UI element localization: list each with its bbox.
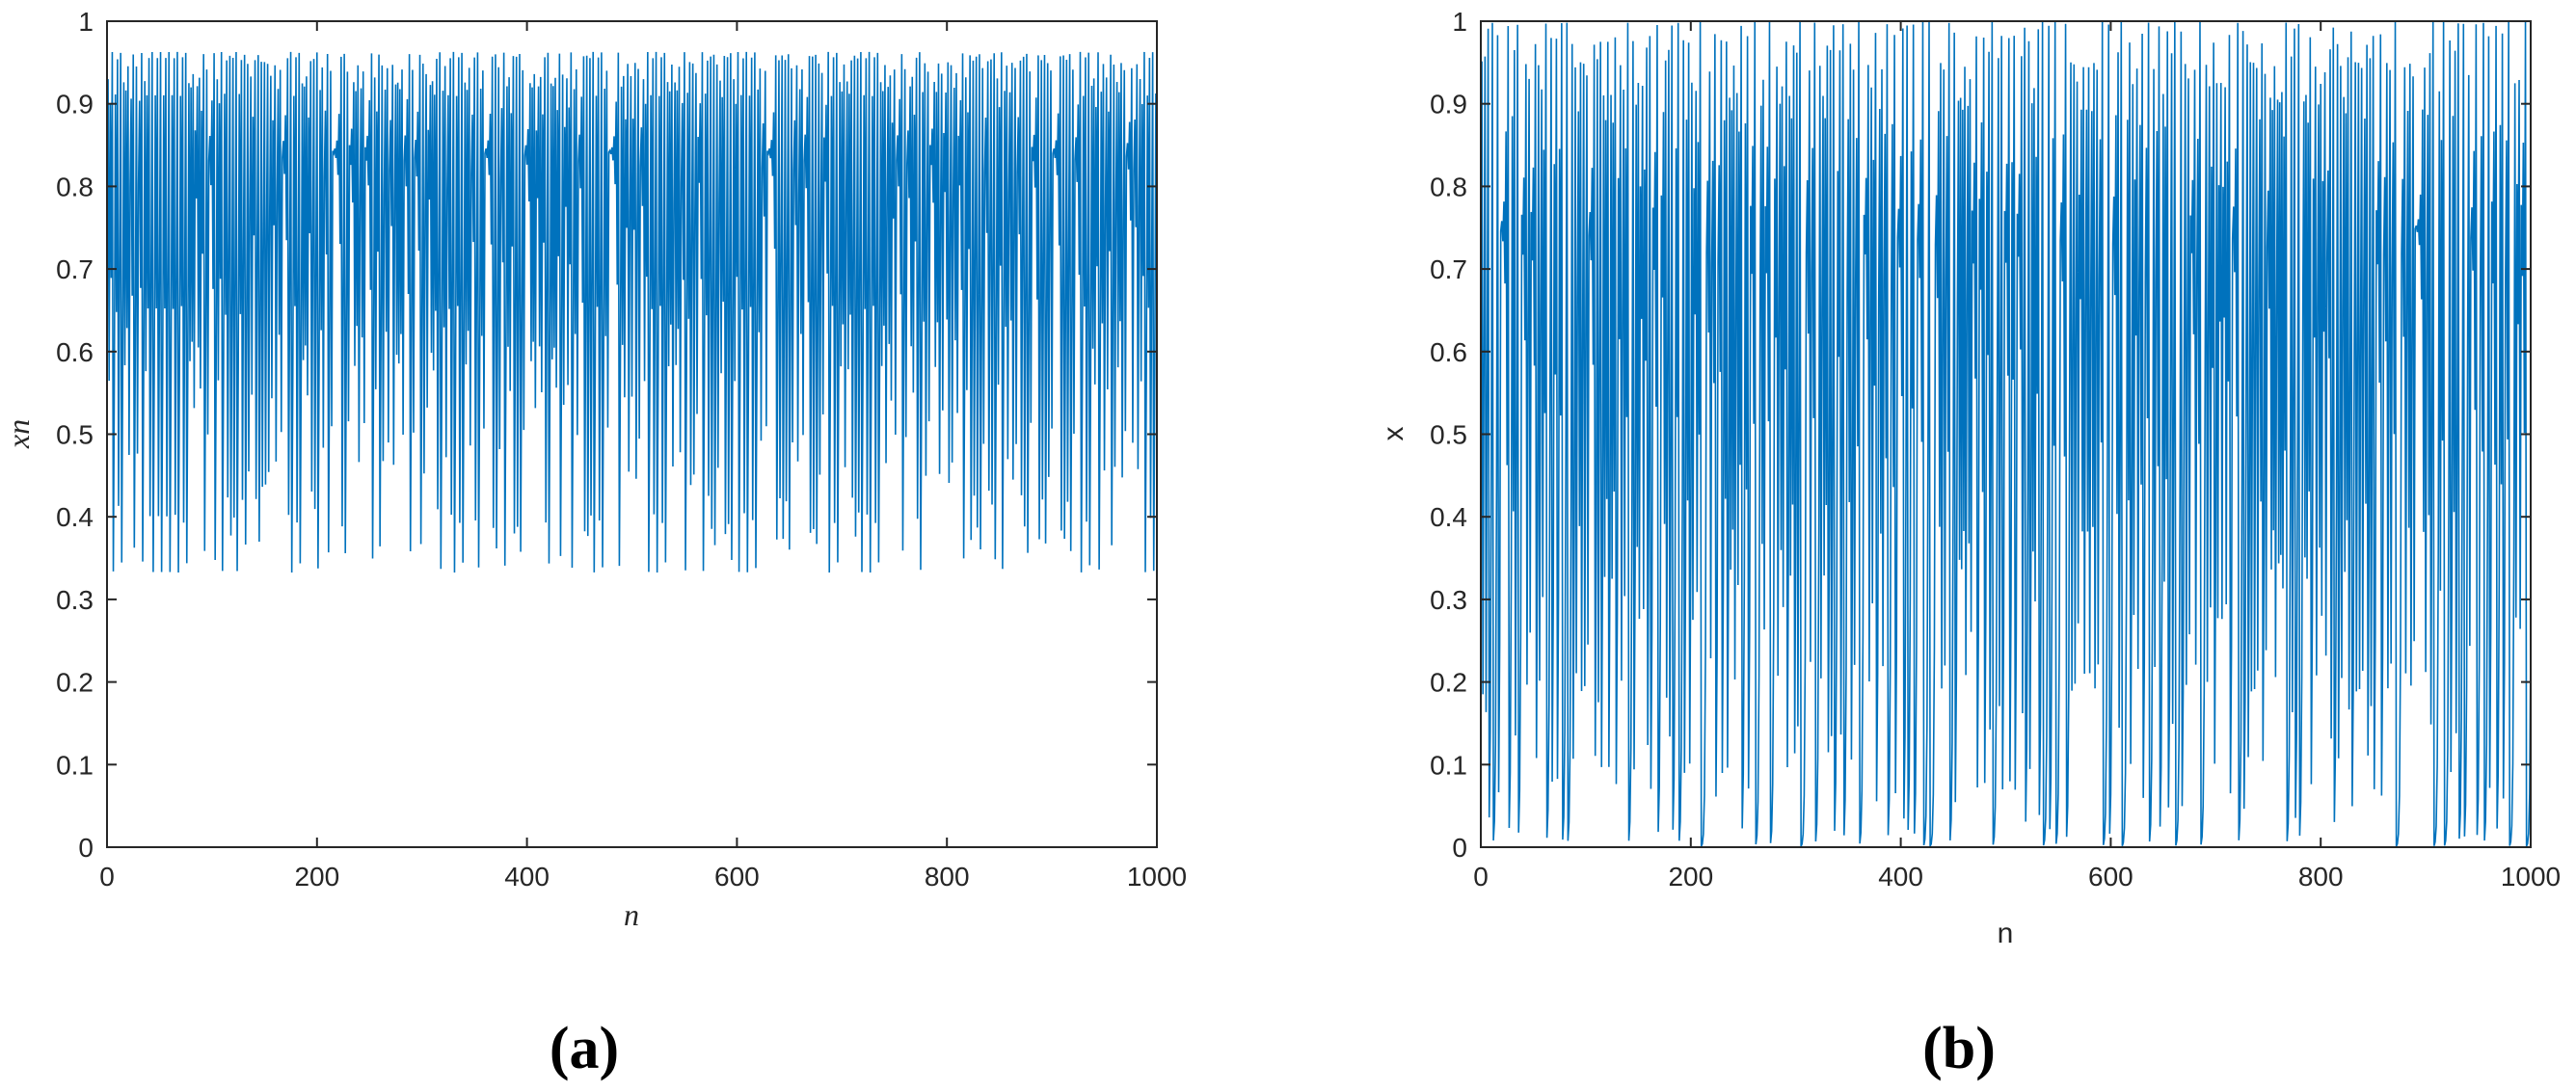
x-tick-label: 1000 [2501, 862, 2561, 892]
x-tick-label: 200 [1668, 862, 1713, 892]
y-tick-label: 0 [1452, 833, 1467, 863]
panel-caption-b: (b) [1922, 1016, 1996, 1081]
y-tick-label: 0.1 [1430, 750, 1467, 780]
y-tick-label: 0.3 [56, 585, 94, 615]
y-tick-label: 0.9 [1430, 90, 1467, 120]
y-tick-label: 0.5 [56, 420, 94, 450]
y-axis-label-b: x [1378, 427, 1409, 441]
y-tick-label: 0.2 [56, 668, 94, 698]
y-tick-label: 0.4 [56, 502, 94, 532]
x-tick-label: 1000 [1127, 862, 1187, 892]
y-tick-label: 0.1 [56, 750, 94, 780]
y-tick-label: 0.7 [1430, 254, 1467, 284]
y-tick-label: 0.6 [1430, 337, 1467, 367]
x-tick-label: 800 [925, 862, 970, 892]
x-tick-label: 400 [1878, 862, 1923, 892]
y-tick-label: 0.5 [1430, 420, 1467, 450]
panel-caption-a: (a) [550, 1016, 619, 1081]
x-tick-label: 600 [2088, 862, 2133, 892]
y-tick-label: 0.2 [1430, 668, 1467, 698]
series-path-b [1481, 21, 2532, 847]
chart-panel-a: 0 200 400 600 800 1000 0 0.1 0.2 0.3 0.4 0.5 0.6 0.7… [1, 7, 1187, 1081]
y-tick-label: 0.7 [56, 254, 94, 284]
y-tick-label: 0.6 [56, 337, 94, 367]
x-tick-label: 0 [99, 862, 115, 892]
y-tick-label: 0.8 [56, 172, 94, 201]
x-axis-label-a: n [624, 897, 639, 932]
y-tick-label: 0.8 [1430, 172, 1467, 201]
x-axis-label-b: n [1998, 918, 2014, 949]
x-ticks-a: 0 200 400 600 800 1000 [99, 21, 1187, 892]
x-ticks-b: 0 200 400 600 800 1000 [1473, 21, 2561, 892]
series-line-a [107, 51, 1158, 573]
x-tick-label: 600 [714, 862, 760, 892]
series-path-a [107, 51, 1158, 573]
y-tick-label: 1 [78, 7, 94, 37]
y-ticks-b: 0 0.1 0.2 0.3 0.4 0.5 0.6 0.7 0.8 0.9 1 [1430, 7, 2531, 863]
y-tick-label: 0.9 [56, 90, 94, 120]
x-tick-label: 0 [1473, 862, 1489, 892]
x-tick-label: 200 [294, 862, 339, 892]
y-tick-label: 1 [1452, 7, 1467, 37]
y-tick-label: 0.4 [1430, 502, 1467, 532]
y-tick-label: 0 [78, 833, 94, 863]
y-ticks-a: 0 0.1 0.2 0.3 0.4 0.5 0.6 0.7 0.8 0.9 1 [56, 7, 1157, 863]
chart-panel-b: 0 200 400 600 800 1000 0 0.1 0.2 0.3 0.4 0.5 0.6 0.7… [1378, 7, 2561, 1081]
series-line-b [1481, 21, 2532, 847]
x-tick-label: 800 [2298, 862, 2344, 892]
y-tick-label: 0.3 [1430, 585, 1467, 615]
x-tick-label: 400 [504, 862, 550, 892]
y-axis-label-a: xn [1, 419, 36, 449]
